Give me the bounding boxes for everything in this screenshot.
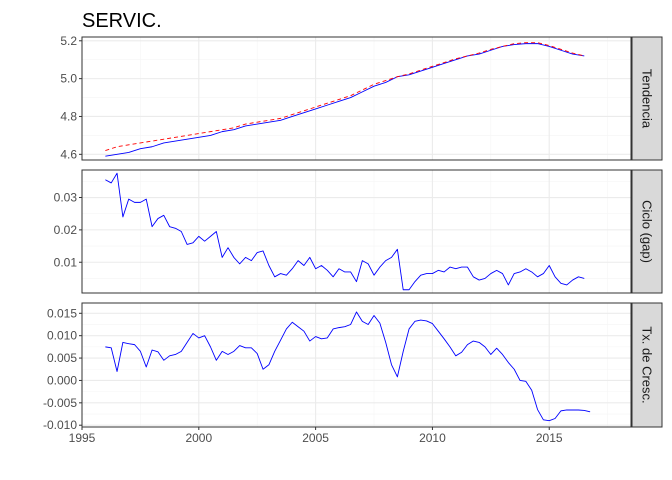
y-tick-label: 4.8 (60, 109, 77, 123)
facet-strip (631, 302, 663, 428)
y-tick-label: 0.010 (47, 329, 77, 343)
panel-border (81, 302, 632, 428)
x-tick-label: 2010 (419, 431, 446, 445)
y-tick-label: 0.03 (54, 191, 78, 205)
y-tick-label: 0.02 (54, 223, 78, 237)
panel-3: -0.010 -0.005 0.000 0.005 0.010 0.015 Tx. de C… (43, 302, 663, 432)
x-tick-label: 1995 (69, 431, 96, 445)
y-tick-label: -0.010 (43, 418, 77, 432)
panel-1: 4.6 4.8 5.0 5.2 Tendencia (60, 34, 663, 161)
panel-background (82, 303, 631, 427)
y-tick-label: 0.000 (47, 373, 77, 387)
panel-background (82, 170, 631, 293)
facet-strip-label: Ciclo (gap) (640, 200, 655, 263)
y-tick-label: 0.005 (47, 351, 77, 365)
y-tick-label: 5.0 (60, 72, 77, 86)
panel-border (81, 36, 632, 161)
series-line-2 (105, 42, 585, 151)
facet-strip-label: Tendencia (640, 69, 655, 129)
series-line-1 (105, 172, 585, 291)
y-tick-label: 4.6 (60, 147, 77, 161)
panel-2: 0.01 0.02 0.03 Ciclo (gap) (54, 169, 663, 294)
panel-background (82, 37, 631, 160)
x-tick-label: 2015 (536, 431, 563, 445)
chart-panels: 4.6 4.8 5.0 5.2 Tendencia 0.01 0.02 0.03 Ciclo (… (43, 34, 663, 432)
x-axis: 1995 2000 2005 2010 2015 (69, 427, 563, 445)
y-tick-label: 0.01 (54, 255, 78, 269)
panel-border (81, 169, 632, 294)
y-tick-label: 0.015 (47, 306, 77, 320)
y-tick-label: -0.005 (43, 396, 77, 410)
facet-strip (631, 169, 663, 294)
chart-title: SERVIC. (82, 10, 162, 32)
x-tick-label: 2005 (302, 431, 329, 445)
facet-strip-label: Tx. de Cresc. (640, 326, 655, 403)
y-tick-label: 5.2 (60, 34, 77, 48)
series-line-1 (105, 311, 591, 422)
x-tick-label: 2000 (185, 431, 212, 445)
facet-strip (631, 36, 663, 161)
